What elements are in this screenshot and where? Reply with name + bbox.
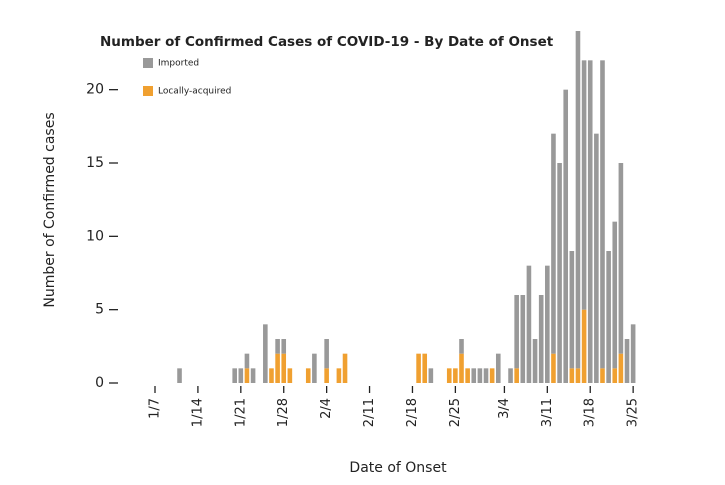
bar-segment [581,60,587,310]
y-tick-label: 20 [86,82,104,98]
bar-segment [477,368,483,383]
bar-segment [624,339,630,383]
x-tick-label: 2/18 [405,398,420,427]
bar-segment [495,353,501,383]
bar-segment [514,295,519,369]
y-tick-label: 10 [86,228,104,244]
bar-segment [532,339,538,383]
bar-segment [342,353,348,383]
bar-segment [551,353,556,383]
bar-segment [630,324,636,383]
bar-segment [238,368,244,383]
bar-segment [416,353,421,383]
bar-segment [526,265,532,383]
bar-segment [594,133,599,383]
bar-segment [483,368,489,383]
y-tick-label: 0 [95,375,104,391]
x-axis-label: Date of Onset [349,460,447,476]
bar-segment [281,339,287,354]
x-tick-label: 2/25 [448,398,463,427]
bar-segment [287,368,293,383]
legend-swatch [143,86,153,96]
bar-segment [324,368,329,383]
bar-segment [232,368,237,383]
x-tick-label: 1/7 [148,398,163,419]
bar-segment [563,89,569,384]
bar-segment [520,295,526,383]
bar-segment [606,251,611,383]
x-tick-label: 3/11 [540,398,555,427]
bar-segment [336,368,342,383]
bar-segment [569,251,575,369]
bar-segment [508,368,513,383]
x-tick-label: 2/11 [362,398,377,427]
x-tick-label: 3/25 [626,398,641,427]
bar-segment [324,339,329,369]
bar-segment [575,368,581,383]
y-tick-label: 15 [86,155,104,171]
bar-segment [269,368,274,383]
y-tick-label: 5 [95,302,104,318]
bar-segment [618,353,624,383]
x-tick-label: 1/21 [233,398,248,427]
bar-segment [581,309,587,383]
bar-segment [514,368,519,383]
bar-segment [244,353,250,369]
bar-segment [600,368,605,383]
bar-segment [465,368,470,383]
bar-segment [422,353,428,383]
bar-segment [612,368,618,383]
bar-segment [551,133,556,354]
bar-segment [263,324,268,383]
x-tick-label: 3/4 [497,398,512,419]
bar-segment [569,368,575,383]
bar-segment [471,368,477,383]
bar-segment [177,368,182,383]
bar-segment [618,163,624,354]
bar-segment [305,368,311,383]
bar-segment [312,353,317,383]
bar-segment [557,163,562,383]
bar-segment [275,353,280,383]
bar-segment [453,368,458,383]
bar-segment [250,368,256,383]
y-axis-label: Number of Confirmed cases [42,112,58,307]
bar-segment [459,353,464,383]
bar-segment [459,339,464,354]
x-tick-label: 1/28 [276,398,291,427]
bar-segment [275,339,280,354]
legend-label: Locally-acquired [158,87,231,97]
x-tick-label: 3/18 [583,398,598,427]
bar-segment [489,368,495,383]
legend-swatch [143,58,153,68]
bar-segment [446,368,452,383]
bar-segment [600,60,605,369]
bar-segment [545,265,550,383]
bar-segment [281,353,287,383]
bar-segment [587,60,593,383]
x-tick-label: 1/14 [190,398,205,427]
bar-segment [538,295,544,383]
legend-label: Imported [158,59,199,69]
bar-segment [428,368,434,383]
bar-segment [244,368,250,383]
chart-title: Number of Confirmed Cases of COVID-19 - … [100,34,554,50]
bar-segment [612,221,618,369]
bar-segment [575,31,581,369]
x-tick-label: 2/4 [319,398,334,419]
